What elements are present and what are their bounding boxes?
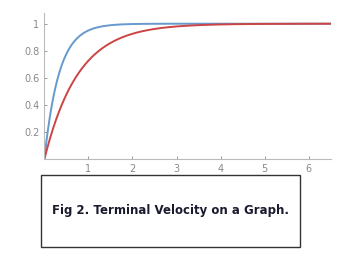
X-axis label: time (arbitrary units): time (arbitrary units) [133, 178, 242, 188]
FancyBboxPatch shape [41, 175, 300, 247]
Text: Fig 2. Terminal Velocity on a Graph.: Fig 2. Terminal Velocity on a Graph. [52, 204, 289, 217]
Text: v/V: v/V [16, 0, 32, 1]
